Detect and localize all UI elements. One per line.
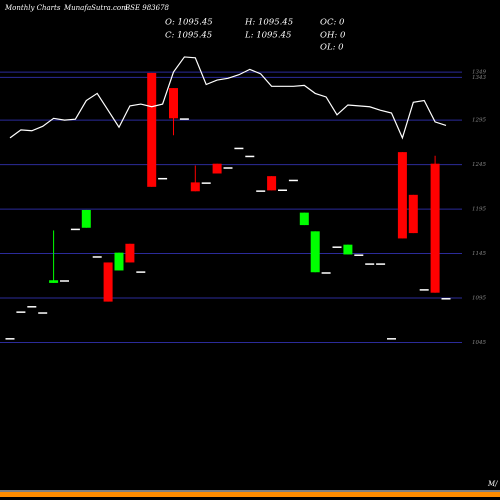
- candle-body: [299, 212, 309, 226]
- candle-body: [190, 182, 200, 192]
- candle-body: [147, 72, 157, 187]
- y-tick-label: 1145: [472, 251, 486, 257]
- ohlc-stat: L: 1095.45: [244, 31, 291, 41]
- candle-body: [288, 179, 298, 182]
- candle-body: [256, 190, 266, 192]
- candle-body: [103, 262, 113, 302]
- candle-body: [158, 177, 168, 180]
- ohlc-stat: OH: 0: [320, 31, 346, 41]
- candle-body: [125, 243, 135, 263]
- y-tick-label: 1343: [472, 75, 486, 81]
- candle-body: [387, 338, 396, 340]
- ohlc-stat: C: 1095.45: [165, 31, 212, 41]
- y-tick-label: 1095: [472, 296, 486, 302]
- y-tick-label: 1195: [472, 207, 486, 213]
- candle-body: [278, 189, 287, 192]
- candle-body: [60, 280, 69, 282]
- candle-body: [223, 167, 233, 169]
- candle-body: [376, 263, 386, 265]
- candle-body: [136, 271, 146, 273]
- candle-body: [267, 176, 277, 191]
- candle-body: [49, 280, 59, 283]
- candle-body: [81, 209, 91, 228]
- y-tick-label: 1245: [472, 162, 486, 168]
- candle-body: [430, 163, 440, 293]
- candle-body: [201, 182, 211, 184]
- ohlc-stat: O: 1095.45: [165, 18, 213, 28]
- candle-body: [212, 163, 222, 174]
- ohlc-stat: H: 1095.45: [244, 18, 293, 28]
- candle-body: [408, 194, 418, 234]
- candle-body: [169, 88, 178, 119]
- candle-body: [38, 312, 48, 314]
- candle-body: [27, 306, 37, 308]
- candle-body: [245, 155, 255, 158]
- candle-body: [419, 289, 429, 291]
- ohlc-stat: OL: 0: [320, 43, 344, 53]
- candle-body: [332, 246, 342, 248]
- average-line: [9, 56, 447, 140]
- candle-body: [343, 244, 353, 255]
- candle-body: [5, 338, 15, 340]
- candle-body: [441, 298, 451, 300]
- y-tick-label: 1045: [472, 340, 486, 346]
- ohlc-stat: OC: 0: [320, 18, 345, 28]
- candle-body: [70, 228, 80, 231]
- candle-body: [321, 272, 331, 274]
- candle-body: [310, 231, 320, 273]
- site-label: Monthly Charts: [4, 4, 61, 12]
- candle-body: [179, 118, 189, 120]
- candle-body: [92, 256, 102, 258]
- footer-label: M/: [487, 480, 498, 488]
- site: MunafaSutra.com: [63, 4, 128, 12]
- candle-body: [16, 311, 26, 313]
- candle-body: [354, 254, 364, 256]
- candle-body: [114, 252, 124, 271]
- candle-body: [365, 263, 375, 265]
- symbol: BSE 983678: [124, 4, 170, 12]
- candle-body: [397, 152, 407, 239]
- footer-bar: [0, 492, 500, 497]
- y-tick-label: 1295: [472, 118, 486, 124]
- y-tick-label: 1349: [472, 70, 486, 76]
- candle-body: [234, 147, 244, 150]
